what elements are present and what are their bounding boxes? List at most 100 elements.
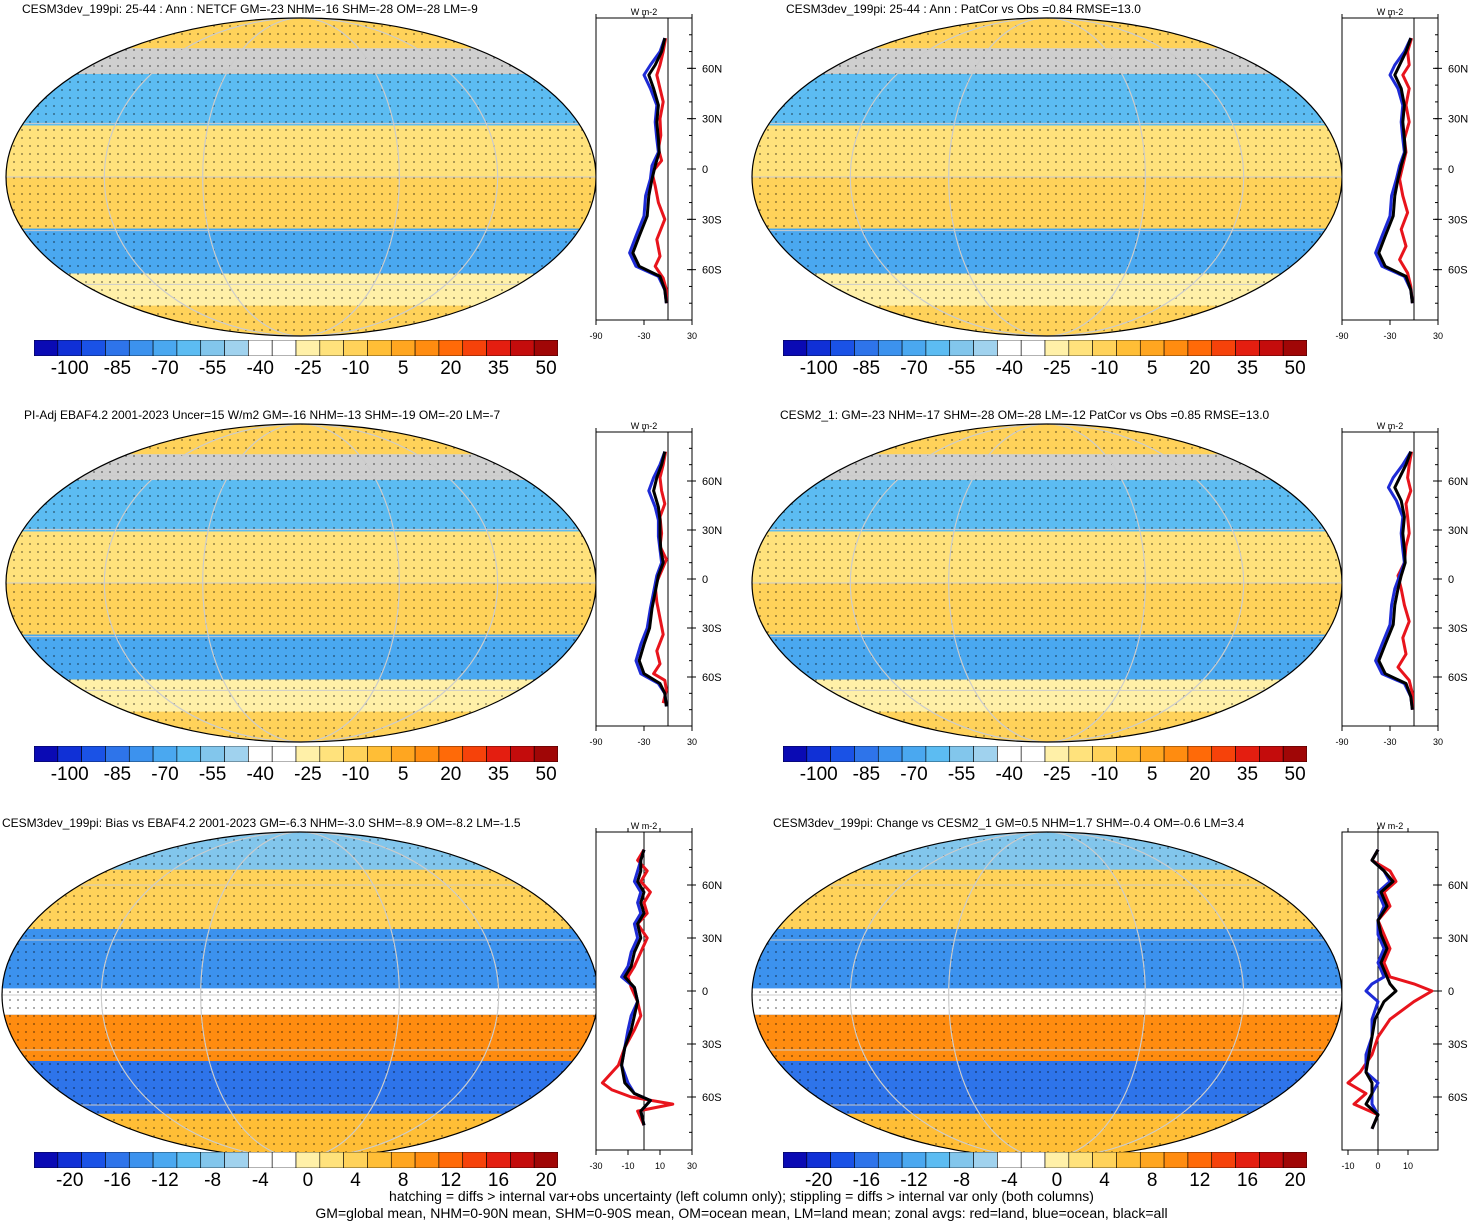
zonal-lat-tick: 0 xyxy=(1448,574,1454,586)
zonal-x-tick: -10 xyxy=(621,1161,634,1171)
colorbar-swatch xyxy=(271,340,297,356)
colorbar-tick-label: 50 xyxy=(1284,764,1306,785)
colorbar-tick-label: 50 xyxy=(535,764,557,785)
colorbar-swatch xyxy=(1116,340,1141,356)
colorbar-tick-label: -10 xyxy=(1090,764,1119,785)
colorbar-swatch xyxy=(997,746,1022,762)
colorbar-tick-label: 16 xyxy=(487,1170,510,1191)
zonal-mean-plot: W m-2 60N 30N 0 30S 60S -90 -30 30 xyxy=(1335,7,1468,341)
colorbar-swatch xyxy=(1282,746,1307,762)
colorbar-tick-label: -70 xyxy=(900,358,928,379)
colorbar-swatch xyxy=(1068,340,1093,356)
colorbar-tick-label: 16 xyxy=(1236,1170,1259,1191)
colorbar-swatch xyxy=(414,340,440,356)
zonal-x-tick: -90 xyxy=(1335,331,1348,341)
zonal-x-tick: -30 xyxy=(637,331,650,341)
colorbar-tick-label: -8 xyxy=(204,1170,222,1191)
panel-title: PI-Adj EBAF4.2 2001-2023 Uncer=15 W/m2 G… xyxy=(24,408,501,422)
colorbar-swatch xyxy=(510,746,535,762)
footer-note-1: hatching = diffs > internal var+obs unce… xyxy=(389,1188,1094,1204)
colorbar-tick-label: -55 xyxy=(198,358,227,379)
zonal-series-red xyxy=(1398,37,1414,304)
colorbar-swatch xyxy=(1259,340,1284,356)
zonal-x-tick: -10 xyxy=(1341,1161,1354,1171)
zonal-series-red xyxy=(1396,451,1414,710)
zonal-lat-tick: 0 xyxy=(702,574,708,586)
zonal-x-tick: -90 xyxy=(589,331,602,341)
colorbar-swatch xyxy=(1116,746,1141,762)
zonal-series-red xyxy=(1346,848,1434,1130)
colorbar-swatch xyxy=(152,746,178,762)
colorbar-swatch xyxy=(949,1152,974,1168)
colorbar-tick-label: 20 xyxy=(1189,764,1211,785)
colorbar-swatch xyxy=(1044,1152,1070,1168)
panel-title: CESM3dev_199pi: Bias vs EBAF4.2 2001-202… xyxy=(2,816,521,830)
colorbar-swatch xyxy=(1020,1152,1046,1168)
colorbar-tick-label: -100 xyxy=(799,764,838,785)
colorbar-swatch xyxy=(901,746,927,762)
colorbar-swatch xyxy=(105,340,130,356)
colorbar-swatch xyxy=(783,340,808,356)
colorbar-tick-label: 8 xyxy=(1146,1170,1158,1191)
zonal-lat-tick: 60S xyxy=(1448,1092,1468,1104)
zonal-lat-tick: 30S xyxy=(1448,623,1468,635)
zonal-series-black xyxy=(631,37,668,304)
colorbar-labels: -100 -85 -70 -55 -40 -25 -10 5 20 35 50 xyxy=(783,764,1307,788)
colorbar-tick-label: 50 xyxy=(1284,358,1306,379)
zonal-x-tick: -90 xyxy=(1335,737,1348,747)
colorbar-tick-label: -55 xyxy=(198,764,227,785)
colorbar-swatch xyxy=(319,340,344,356)
zonal-lat-tick: 0 xyxy=(702,986,708,998)
zonal-x-tick: 0 xyxy=(1375,1161,1380,1171)
colorbar-swatch xyxy=(1187,746,1213,762)
colorbar-tick-label: -20 xyxy=(55,1170,84,1191)
colorbar-swatch xyxy=(806,340,831,356)
colorbar-tick-label: -10 xyxy=(1090,358,1119,379)
colorbar-swatch xyxy=(973,1152,998,1168)
zonal-lat-tick: 30S xyxy=(702,623,722,635)
map-plot xyxy=(5,423,597,743)
colorbar-tick-label: -4 xyxy=(251,1170,269,1191)
zonal-x-tick: -30 xyxy=(1383,331,1396,341)
colorbar-swatch xyxy=(224,746,249,762)
zonal-x-tick: 30 xyxy=(1433,331,1443,341)
colorbar-swatch xyxy=(830,1152,855,1168)
zonal-lat-tick: 60N xyxy=(1448,476,1468,488)
colorbar-tick-label: -4 xyxy=(1000,1170,1018,1191)
colorbar-swatch xyxy=(877,1152,903,1168)
colorbar-tick-label: -25 xyxy=(1043,764,1071,785)
colorbar-swatch xyxy=(1044,746,1070,762)
colorbar-swatch xyxy=(414,1152,440,1168)
zonal-lat-tick: 30N xyxy=(1448,525,1468,537)
colorbar-swatch xyxy=(438,1152,464,1168)
colorbar-tick-label: 4 xyxy=(1099,1170,1110,1191)
colorbar-tick-label: -40 xyxy=(246,358,274,379)
colorbar-tick-label: -85 xyxy=(103,358,132,379)
colorbar-tick-label: -70 xyxy=(900,764,928,785)
map-plot xyxy=(751,831,1343,1159)
colorbar-swatch xyxy=(1092,746,1117,762)
zonal-series-blue xyxy=(1374,450,1414,710)
colorbar-swatch xyxy=(105,746,130,762)
colorbar-swatch xyxy=(200,746,225,762)
colorbar-tick-label: -40 xyxy=(995,764,1023,785)
colorbar-swatch xyxy=(248,746,273,762)
colorbar-swatch xyxy=(1139,340,1165,356)
colorbar-tick-label: -40 xyxy=(246,764,274,785)
colorbar-swatch xyxy=(438,746,464,762)
colorbar-swatch xyxy=(1068,746,1093,762)
colorbar-swatch xyxy=(1163,340,1189,356)
colorbar-tick-label: -10 xyxy=(341,358,370,379)
colorbar-tick-label: -25 xyxy=(294,764,322,785)
colorbar-tick-label: 20 xyxy=(535,1170,557,1191)
colorbar-tick-label: 0 xyxy=(302,1170,314,1191)
colorbar-swatch xyxy=(224,340,249,356)
colorbar xyxy=(34,1152,558,1168)
colorbar-tick-label: 0 xyxy=(1051,1170,1063,1191)
colorbar-tick-label: -70 xyxy=(151,358,179,379)
zonal-x-tick: -90 xyxy=(589,737,602,747)
colorbar-tick-label: -25 xyxy=(1043,358,1071,379)
zonal-x-tick: 10 xyxy=(1403,1161,1413,1171)
zonal-lat-tick: 0 xyxy=(1448,164,1454,176)
colorbar-swatch xyxy=(1187,340,1213,356)
